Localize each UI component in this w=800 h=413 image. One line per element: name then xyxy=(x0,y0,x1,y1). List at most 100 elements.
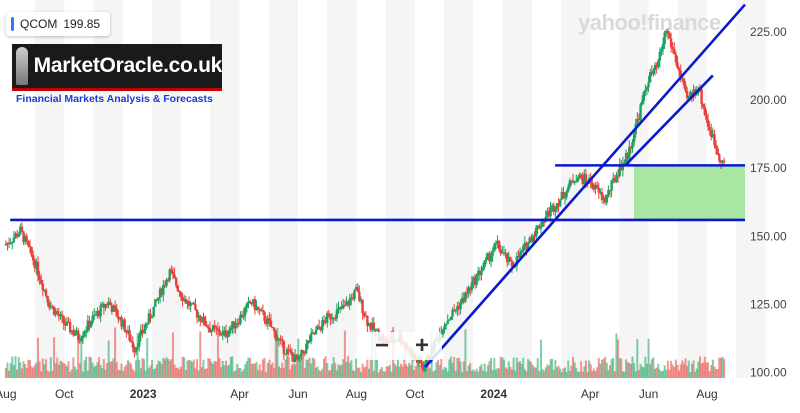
candle-body xyxy=(552,205,555,212)
volume-bar xyxy=(316,366,319,378)
candle-body xyxy=(319,327,322,331)
candle-body xyxy=(142,329,146,334)
candle-body xyxy=(189,303,192,307)
volume-bar xyxy=(72,357,75,378)
candle-body xyxy=(75,330,78,335)
volume-bar xyxy=(475,368,478,378)
volume-bar xyxy=(234,370,237,378)
volume-bar xyxy=(8,370,11,378)
volume-bar xyxy=(580,361,583,378)
candle-body xyxy=(68,322,72,333)
volume-bar xyxy=(618,357,621,378)
y-tick-label: 100.00 xyxy=(750,366,787,380)
volume-bar xyxy=(77,336,80,378)
candle-body xyxy=(105,304,109,306)
candle-body xyxy=(338,306,342,309)
candle-body xyxy=(457,306,461,310)
zoom-in-button[interactable]: + xyxy=(414,332,429,359)
volume-bar xyxy=(59,360,62,378)
volume-bar xyxy=(657,363,660,378)
candle-body xyxy=(478,270,482,276)
candle-body xyxy=(266,318,269,325)
volume-bar xyxy=(321,368,324,378)
candle-body xyxy=(134,347,138,353)
candle-body xyxy=(652,70,655,75)
zoom-out-button[interactable]: − xyxy=(374,332,389,359)
volume-bar xyxy=(628,363,631,378)
candle-body xyxy=(369,323,372,330)
zoom-controls: − + xyxy=(362,332,442,360)
ticker-price: 199.85 xyxy=(63,17,101,31)
candle-body xyxy=(343,305,347,307)
candle-body xyxy=(469,287,472,291)
volume-bar xyxy=(308,357,311,378)
candle-body xyxy=(281,338,284,341)
candle-body xyxy=(539,226,543,229)
candle-body xyxy=(223,330,226,332)
volume-bar xyxy=(449,356,452,378)
volume-bar xyxy=(80,335,83,378)
candle-body xyxy=(314,329,318,335)
volume-bar xyxy=(388,365,391,378)
volume-bar xyxy=(565,371,568,378)
volume-bar xyxy=(94,365,97,378)
volume-bar xyxy=(56,357,59,378)
candle-body xyxy=(287,349,290,351)
candle-body xyxy=(242,314,245,318)
candle-body xyxy=(541,221,544,227)
volume-bar xyxy=(490,357,493,378)
volume-bar xyxy=(183,357,186,378)
volume-bar xyxy=(167,358,170,378)
candle-body xyxy=(361,299,364,313)
volume-bar xyxy=(282,368,285,378)
volume-bar xyxy=(136,333,139,378)
volume-bar xyxy=(319,371,322,378)
volume-bar xyxy=(535,367,538,378)
candle-body xyxy=(525,242,528,250)
candle-body xyxy=(322,320,326,322)
candle-body xyxy=(229,327,233,331)
candle-body xyxy=(510,261,514,267)
marketoracle-logo: MarketOracle.co.uk Financial Markets Ana… xyxy=(12,44,222,105)
candle-body xyxy=(570,180,573,182)
volume-bar xyxy=(401,366,404,378)
candle-body xyxy=(655,64,658,68)
candle-body xyxy=(496,240,499,244)
candle-body xyxy=(44,289,48,296)
candle-body xyxy=(340,306,343,309)
volume-bar xyxy=(610,359,613,378)
candle-body xyxy=(155,299,159,301)
candle-body xyxy=(497,240,501,250)
candle-body xyxy=(454,310,457,312)
candle-body xyxy=(475,275,478,285)
volume-bar xyxy=(278,366,281,378)
volume-bar xyxy=(493,357,496,378)
candle-body xyxy=(504,252,507,254)
volume-bar xyxy=(186,360,189,378)
volume-bar xyxy=(265,371,268,378)
buy-zone xyxy=(633,165,745,220)
volume-bar xyxy=(682,363,685,378)
volume-bar xyxy=(300,357,303,378)
volume-bar xyxy=(162,357,165,378)
candle-body xyxy=(166,279,170,281)
candle-body xyxy=(234,324,237,329)
candle-body xyxy=(276,339,279,341)
volume-bar xyxy=(654,368,657,378)
candle-body xyxy=(208,328,212,333)
volume-bar xyxy=(592,368,595,378)
volume-bar xyxy=(554,360,557,378)
candle-body xyxy=(285,349,289,355)
volume-bar xyxy=(356,367,359,378)
candle-body xyxy=(330,318,334,320)
candle-body xyxy=(261,310,265,313)
volume-bar xyxy=(626,362,629,378)
volume-bar xyxy=(134,360,137,378)
candle-body xyxy=(93,314,96,317)
candle-body xyxy=(30,246,33,256)
volume-bar xyxy=(257,369,260,378)
candle-body xyxy=(364,315,367,317)
candle-body xyxy=(326,313,329,323)
candle-body xyxy=(231,321,234,328)
